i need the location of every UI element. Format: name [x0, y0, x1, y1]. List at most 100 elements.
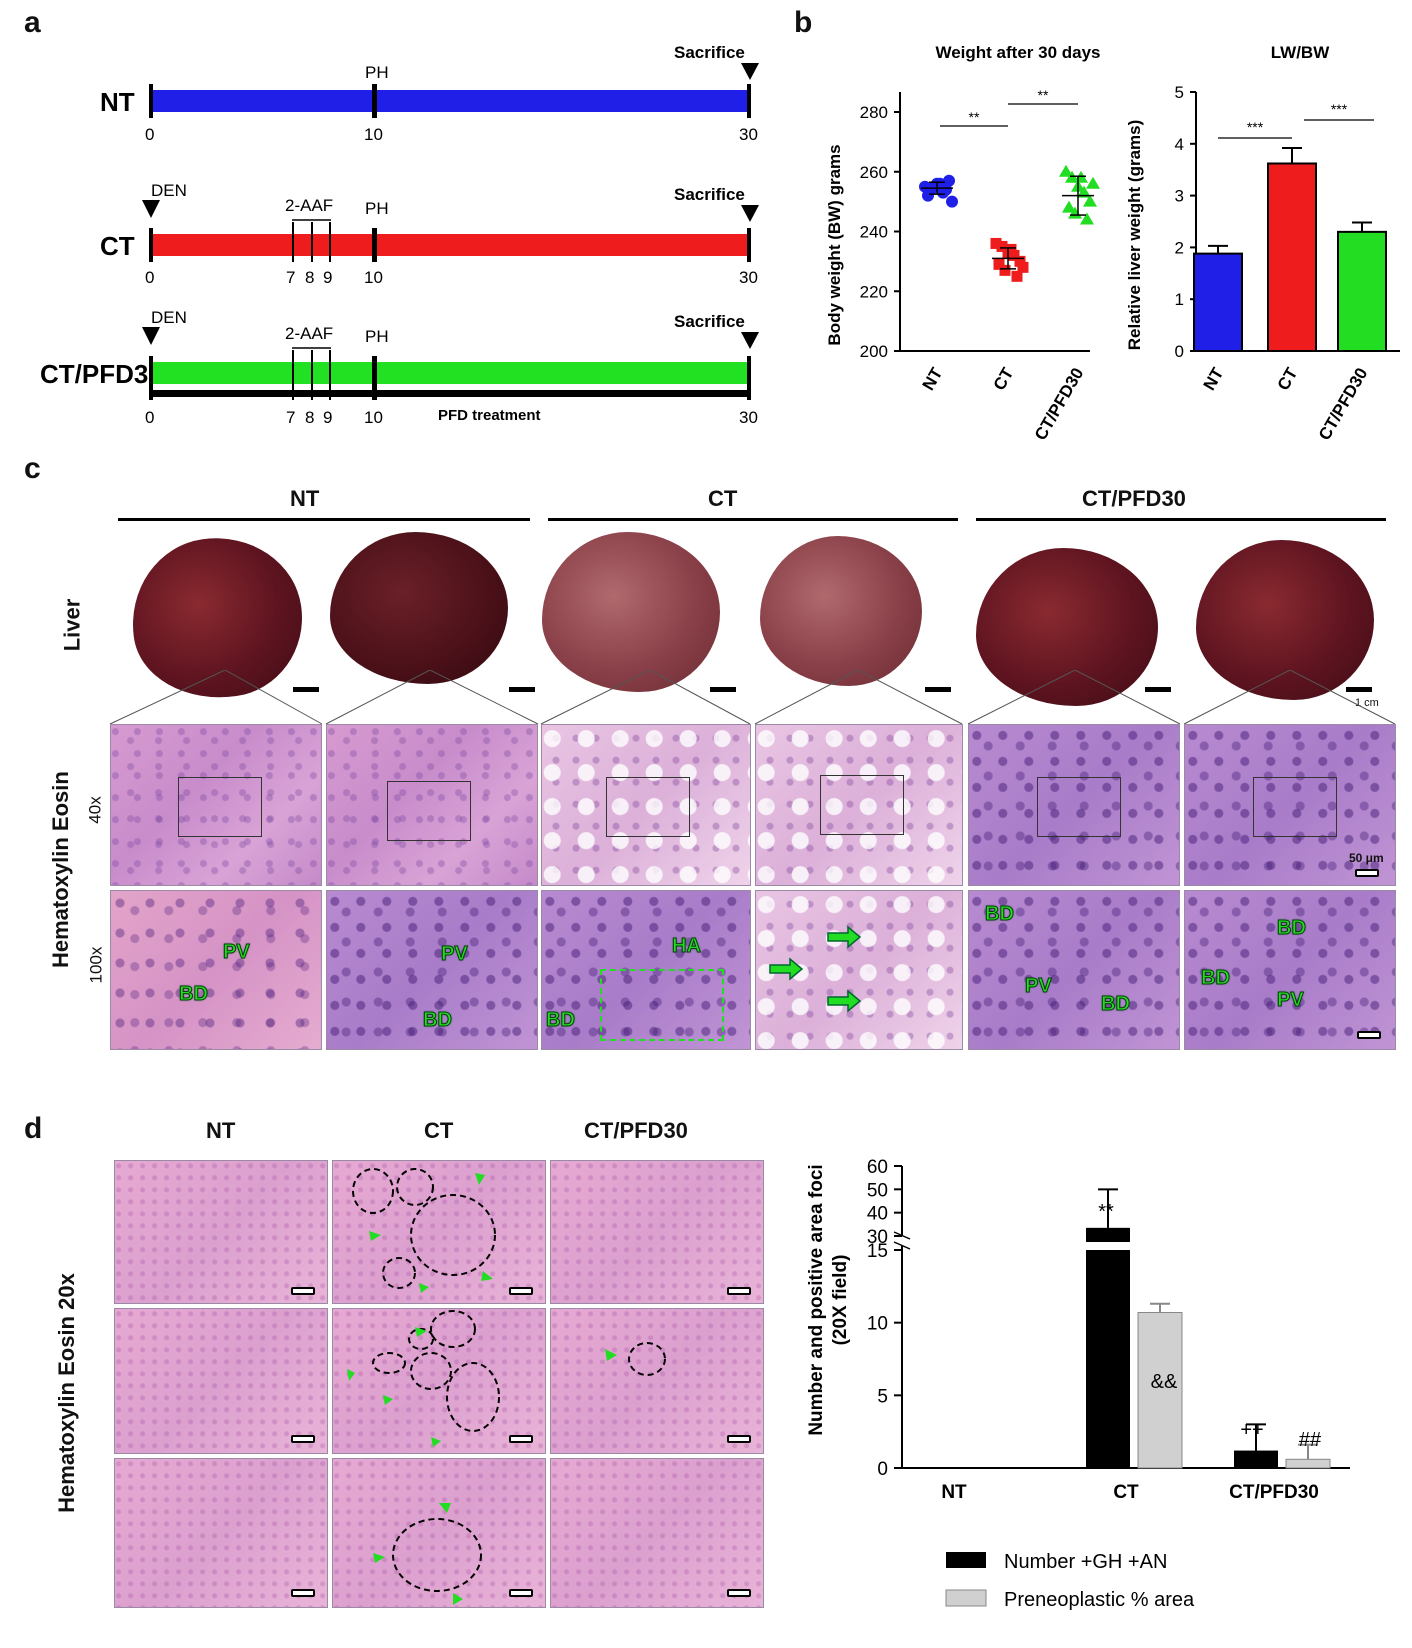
row-label-40x: 40x: [85, 796, 105, 824]
histology-20x: [550, 1458, 764, 1608]
histology-40x: [968, 724, 1180, 886]
ct-den-label: DEN: [151, 181, 187, 200]
annotation-pfd-area: ##: [1299, 1429, 1322, 1451]
pv-label: PV: [1277, 989, 1305, 1012]
data-point: [1062, 200, 1076, 213]
histology-100x: PV BD: [326, 890, 538, 1050]
sig-mark-2: ***: [1331, 101, 1348, 117]
data-point: [993, 258, 1005, 270]
nt-tick-10: 10: [364, 125, 383, 144]
x-tick-label: NT: [941, 1482, 967, 1503]
histology-40x: [110, 724, 322, 886]
row-label-ctpfd30: CT/PFD30: [40, 359, 163, 389]
liver-photo: [976, 548, 1158, 706]
histology-100x: BD BD PV: [1184, 890, 1396, 1050]
group-header-ctpfd30: CT/PFD30: [1082, 486, 1186, 511]
pfd-treatment-bar: [152, 390, 750, 397]
pfd-timeline-bar: [152, 362, 750, 384]
histology-20x: [332, 1458, 546, 1608]
dashed-highlight-box: [600, 969, 724, 1041]
pfd-2aaf-label: 2-AAF: [285, 324, 333, 343]
liver-photo: [330, 532, 508, 684]
panel-letter-a: a: [24, 6, 41, 39]
pfd-treatment-label: PFD treatment: [438, 407, 541, 424]
histology-20x: [550, 1160, 764, 1304]
legend-swatch-number: [946, 1552, 986, 1568]
data-point: [1011, 270, 1023, 282]
group-header-ctpfd30: CT/PFD30: [584, 1118, 688, 1143]
panel-letter-d: d: [24, 1112, 43, 1145]
histology-20x: [332, 1308, 546, 1454]
liver-photo: [542, 532, 720, 692]
x-tick-label: CT/PFD30: [1315, 365, 1372, 444]
y-tick-label: 0: [1175, 342, 1184, 361]
y-axis-label: Number and positive area foci (20X field): [806, 1164, 851, 1435]
foci-outlines: [352, 1168, 496, 1293]
foci-outlines: [605, 1342, 666, 1376]
y-tick-label: 280: [860, 103, 888, 122]
foci-chart: Number and positive area foci (20X field)…: [806, 1157, 1350, 1611]
bar: [1086, 1227, 1130, 1242]
group-header-ct: CT: [708, 486, 738, 511]
x-tick-label: NT: [1200, 364, 1228, 394]
ct-tick-7: 7: [286, 268, 295, 287]
histology-40x: [755, 724, 963, 886]
data-point: [922, 189, 934, 202]
bd-label: BD: [546, 1009, 576, 1032]
x-tick-label: CT: [1113, 1482, 1139, 1503]
ct-sacrifice-arrow: [741, 205, 759, 222]
legend-swatch-area: [945, 1589, 987, 1607]
histology-40x: [326, 724, 538, 886]
data-point: [1017, 261, 1029, 273]
pfd-tick-10: 10: [364, 408, 383, 427]
data-point: [1086, 176, 1100, 189]
ha-label: HA: [672, 935, 702, 958]
ct-tick-30: 30: [739, 268, 758, 287]
y-tick-label: 30: [867, 1227, 888, 1248]
bar: [1285, 1458, 1331, 1469]
group-rule-ct: [548, 518, 958, 521]
bd-label: BD: [985, 903, 1015, 926]
zoom-connectors: [109, 670, 1396, 725]
pfd-tick-8: 8: [305, 408, 314, 427]
pv-label: PV: [441, 943, 469, 966]
data-point: [1008, 249, 1020, 261]
bar: [1193, 252, 1243, 352]
group-header-ct: CT: [424, 1118, 454, 1143]
pfd-tick-7: 7: [286, 408, 295, 427]
data-point: [940, 183, 952, 196]
nt-timeline-bar: [152, 90, 750, 112]
scale-bar: [509, 687, 535, 692]
pfd-den-arrow: [142, 327, 160, 345]
row-label-100x: 100x: [86, 946, 106, 984]
foci-outlines: [347, 1310, 500, 1447]
group-header-nt: NT: [206, 1118, 236, 1143]
histology-20x: [550, 1308, 764, 1454]
pfd-sacrifice-arrow: [741, 332, 759, 349]
y-tick-label: 0: [877, 1459, 888, 1480]
pv-label: PV: [223, 941, 251, 964]
liver-photo: [1196, 540, 1374, 700]
annotation-ct-number: **: [1098, 1201, 1114, 1223]
x-tick-label: NT: [919, 364, 947, 394]
row-label-ct: CT: [100, 231, 135, 261]
group-rule-nt: [118, 518, 530, 521]
data-point: [1080, 212, 1094, 225]
panel-letter-b: b: [794, 6, 813, 39]
group-header-nt: NT: [290, 486, 320, 511]
nt-sacrifice-arrow: [741, 63, 759, 80]
bar: [1086, 1250, 1130, 1468]
scale-bar: [1145, 687, 1171, 692]
y-tick-label: 2: [1175, 238, 1184, 257]
pfd-den-label: DEN: [151, 308, 187, 327]
row-label-he: Hematoxylin Eosin: [48, 771, 73, 968]
scale-bar: [293, 687, 319, 692]
ct-tick-10: 10: [364, 268, 383, 287]
scale-bar: [1346, 687, 1372, 692]
row-label-he20x: Hematoxylin Eosin 20x: [54, 1273, 79, 1513]
ct-sacrifice-label: Sacrifice: [674, 185, 745, 204]
legend-label-area: Preneoplastic % area: [1004, 1589, 1195, 1611]
y-tick-label: 60: [867, 1157, 888, 1178]
data-point: [946, 195, 958, 208]
row-label-nt: NT: [100, 87, 135, 117]
